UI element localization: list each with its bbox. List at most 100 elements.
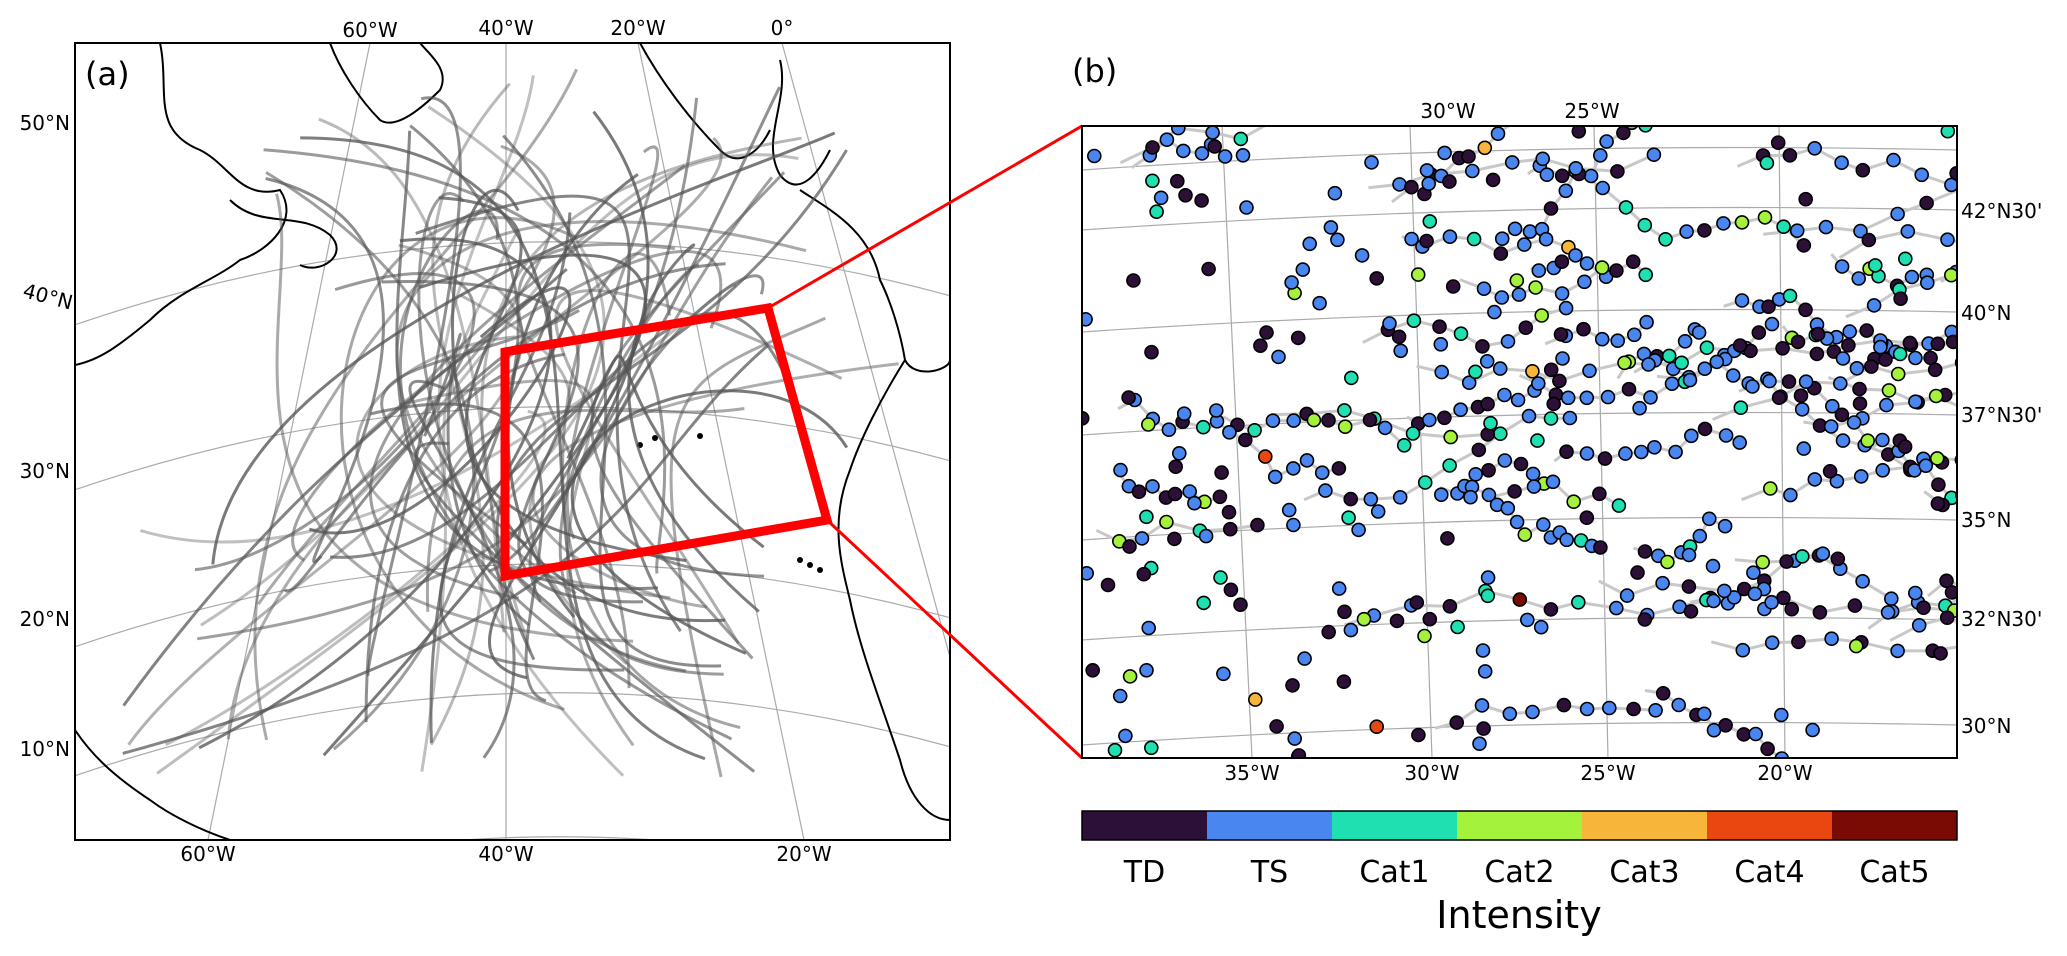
intensity-point xyxy=(1479,353,1495,369)
colorbar-blocks xyxy=(1082,811,1958,840)
intensity-point xyxy=(1314,465,1330,481)
intensity-point xyxy=(1918,458,1934,474)
intensity-point xyxy=(1774,751,1790,758)
intensity-point xyxy=(1561,84,1574,97)
hurricane-track xyxy=(488,110,650,680)
intensity-point xyxy=(1930,496,1946,511)
a-top-lon-label: 60°W xyxy=(342,18,397,42)
b-top-lon-label: 30°W xyxy=(1420,99,1475,123)
intensity-point xyxy=(1267,469,1283,485)
intensity-point xyxy=(1682,372,1698,388)
intensity-point xyxy=(1528,280,1543,295)
intensity-point xyxy=(1389,613,1405,629)
intensity-point xyxy=(1477,140,1493,156)
intensity-point xyxy=(1510,392,1526,408)
intensity-point xyxy=(1911,617,1927,633)
intensity-point xyxy=(1671,697,1686,713)
intensity-point xyxy=(1468,466,1483,482)
latitude-line xyxy=(455,836,663,840)
intensity-point xyxy=(1286,413,1301,428)
intensity-point xyxy=(1692,528,1708,544)
intensity-point xyxy=(1507,484,1522,499)
intensity-point xyxy=(1212,489,1228,505)
intensity-point xyxy=(1391,329,1407,345)
intensity-point xyxy=(1201,261,1216,277)
intensity-point xyxy=(1235,148,1251,163)
intensity-point xyxy=(1449,715,1464,730)
intensity-point xyxy=(1981,587,1994,600)
intensity-point xyxy=(1959,495,1972,508)
hurricane-track xyxy=(318,117,506,633)
intensity-point xyxy=(1145,140,1160,155)
intensity-point xyxy=(1566,494,1581,510)
intensity-point xyxy=(1764,316,1780,332)
intensity-point xyxy=(1822,463,1838,479)
intensity-point xyxy=(1609,263,1624,278)
intensity-point xyxy=(1483,415,1498,431)
intensity-point xyxy=(1597,451,1613,466)
intensity-point xyxy=(1933,646,1948,661)
intensity-point xyxy=(1842,324,1857,339)
latitude-line xyxy=(1082,146,1957,171)
intensity-point xyxy=(1625,126,1639,131)
intensity-point xyxy=(1377,420,1393,436)
track-line xyxy=(1845,267,1957,319)
intensity-point xyxy=(1866,298,1882,313)
intensity-point xyxy=(1159,132,1175,147)
intensity-point xyxy=(1476,281,1492,297)
intensity-point xyxy=(1864,359,1879,374)
intensity-point xyxy=(1556,697,1572,713)
intensity-point xyxy=(1825,398,1840,414)
intensity-point xyxy=(1884,591,1899,607)
hurricane-track xyxy=(506,173,639,618)
intensity-point xyxy=(1217,149,1233,164)
intensity-point xyxy=(1914,167,1929,183)
colorbar-tick-label: TD xyxy=(1123,855,1165,890)
intensity-point xyxy=(1668,444,1683,460)
intensity-point xyxy=(2045,589,2058,602)
intensity-point xyxy=(1554,254,1570,270)
intensity-point xyxy=(1655,685,1671,701)
panel-a-frame xyxy=(74,42,951,841)
intensity-point xyxy=(1966,582,1979,595)
intensity-point xyxy=(1908,394,1923,410)
intensity-point xyxy=(1579,256,1595,271)
a-lat-label: 40°N xyxy=(20,278,75,314)
intensity-point xyxy=(1291,748,1307,758)
latitude-line xyxy=(1082,308,1957,333)
intensity-point xyxy=(1959,181,1972,194)
hurricane-track xyxy=(566,354,765,549)
intensity-point xyxy=(1196,595,1211,611)
hurricane-track xyxy=(127,243,524,746)
intensity-point xyxy=(1404,231,1419,247)
hurricane-track xyxy=(570,389,849,655)
intensity-point xyxy=(1846,415,1862,430)
intensity-point xyxy=(1835,351,1851,366)
intensity-point xyxy=(1697,223,1712,238)
panel-a-coastlines xyxy=(75,43,950,840)
intensity-point xyxy=(1450,619,1465,635)
intensity-point xyxy=(1627,327,1642,343)
hurricane-track xyxy=(122,344,769,755)
intensity-point xyxy=(1223,582,1239,598)
intensity-point xyxy=(1543,201,1559,216)
intensity-point xyxy=(1546,396,1561,412)
intensity-point xyxy=(1732,338,1748,353)
colorbar-block xyxy=(1082,811,1208,840)
colorbar-block xyxy=(1207,811,1333,840)
intensity-point xyxy=(1579,510,1595,526)
intensity-point xyxy=(1167,486,1183,502)
track-line xyxy=(1862,328,1957,348)
intensity-point xyxy=(1474,698,1490,713)
hurricane-track xyxy=(409,124,625,672)
intensity-point xyxy=(1259,325,1274,340)
intensity-point xyxy=(1238,432,1253,448)
panel-b-label: (b) xyxy=(1072,52,1117,90)
intensity-point xyxy=(1851,271,1866,286)
intensity-point xyxy=(1421,176,1436,191)
intensity-point xyxy=(1112,688,1128,704)
intensity-point xyxy=(1860,433,1875,449)
intensity-point xyxy=(1664,376,1680,392)
intensity-point xyxy=(2045,218,2058,231)
intensity-point xyxy=(1748,726,1763,742)
